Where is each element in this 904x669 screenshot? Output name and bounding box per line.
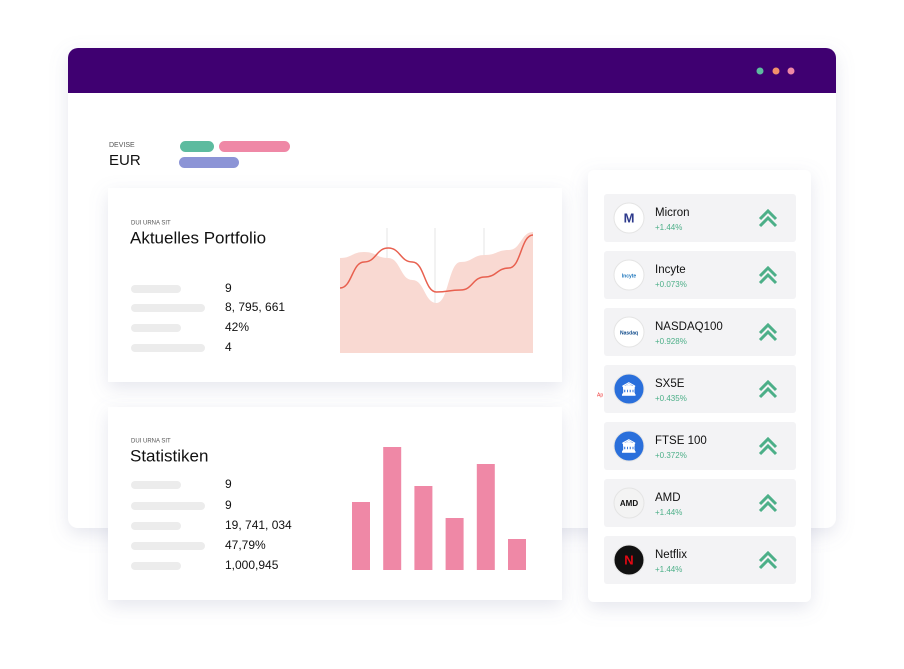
placeholder-bar [131, 562, 181, 570]
bar [352, 502, 370, 570]
stray-label: Ap [597, 392, 603, 398]
stock-change: +0.073% [655, 280, 687, 289]
stock-logo [613, 544, 645, 576]
bar [445, 518, 464, 570]
logo-text: 🏛 [621, 381, 638, 396]
up-chevron [758, 436, 778, 456]
bar [414, 486, 433, 570]
stock-row [604, 536, 796, 584]
stat-value: 42% [225, 320, 249, 334]
up-chevron [758, 379, 778, 399]
logo-text: N [624, 552, 633, 567]
bar [476, 464, 495, 570]
stock-change: +0.435% [655, 394, 687, 403]
stock-row [604, 194, 796, 242]
stock-logo [613, 316, 645, 348]
stock-row [604, 422, 796, 470]
stock-name: NASDAQ100 [655, 321, 723, 333]
stock-name: SX5E [655, 378, 685, 390]
card-title: Statistiken [130, 446, 208, 465]
placeholder-bar [131, 285, 181, 293]
up-chevron [758, 493, 778, 513]
placeholder-bar [131, 324, 181, 332]
pill [179, 157, 239, 168]
logo-text: Nasdaq [620, 330, 638, 336]
stock-name: AMD [655, 492, 681, 504]
stat-value: 19, 741, 034 [225, 518, 292, 532]
stat-value: 1,000,945 [225, 558, 279, 572]
stat-value: 9 [225, 281, 232, 295]
pill [219, 141, 290, 152]
stock-name: FTSE 100 [655, 435, 707, 447]
stock-logo [613, 487, 645, 519]
stock-change: +1.44% [655, 508, 682, 517]
stock-logo [613, 259, 645, 291]
stock-row [604, 251, 796, 299]
logo-text: 🏛 [621, 438, 638, 453]
placeholder-bar [131, 502, 205, 510]
placeholder-bar [131, 542, 205, 550]
stock-name: Netflix [655, 549, 687, 561]
stock-row [604, 479, 796, 527]
bar [508, 539, 526, 570]
stock-change: +1.44% [655, 223, 682, 232]
currency-label: DEVISE [109, 142, 135, 149]
stock-change: +0.928% [655, 337, 687, 346]
area [340, 232, 533, 353]
stock-name: Incyte [655, 264, 686, 276]
bar [383, 447, 402, 570]
up-chevron [758, 208, 778, 228]
pill [180, 141, 214, 152]
stock-row [604, 365, 796, 413]
stat-value: 9 [225, 477, 232, 491]
stock-name: Micron [655, 207, 690, 219]
logo-text: AMD [620, 499, 638, 508]
eyebrow: DUI URNA SIT [131, 221, 171, 227]
card-title: Aktuelles Portfolio [130, 228, 266, 247]
placeholder-bar [131, 522, 181, 530]
eyebrow: DUI URNA SIT [131, 439, 171, 445]
stock-change: +0.372% [655, 451, 687, 460]
logo-text: Incyte [622, 273, 637, 279]
stock-logo [613, 430, 645, 462]
placeholder-bar [131, 344, 205, 352]
stock-change: +1.44% [655, 565, 682, 574]
stat-value: 4 [225, 340, 232, 354]
placeholder-bar [131, 481, 181, 489]
placeholder-bar [131, 304, 205, 312]
up-chevron [758, 322, 778, 342]
stat-value: 8, 795, 661 [225, 300, 285, 314]
up-chevron [758, 265, 778, 285]
stock-logo [613, 373, 645, 405]
currency: EUR [109, 152, 141, 169]
line [339, 234, 534, 293]
logo-text: M [624, 210, 635, 225]
stat-value: 9 [225, 498, 232, 512]
stat-value: 47,79% [225, 538, 266, 552]
up-chevron [758, 550, 778, 570]
stock-row [604, 308, 796, 356]
stock-logo [613, 202, 645, 234]
